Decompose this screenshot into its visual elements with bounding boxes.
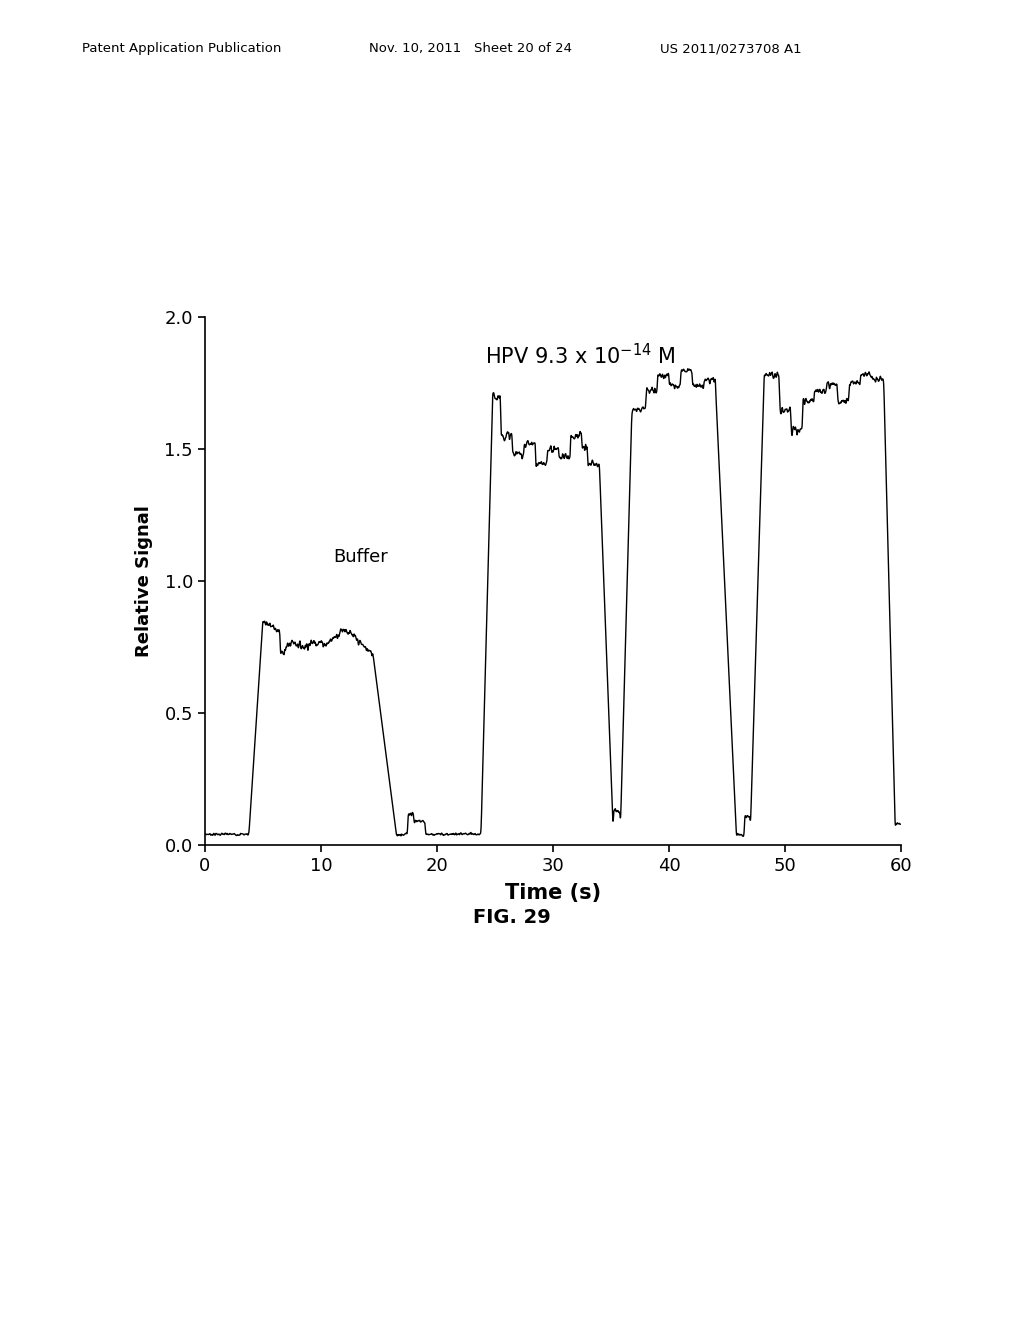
Text: Buffer: Buffer [334, 548, 388, 566]
Text: Nov. 10, 2011   Sheet 20 of 24: Nov. 10, 2011 Sheet 20 of 24 [369, 42, 571, 55]
Text: US 2011/0273708 A1: US 2011/0273708 A1 [660, 42, 802, 55]
Text: HPV 9.3 x 10$^{-14}$ M: HPV 9.3 x 10$^{-14}$ M [485, 343, 676, 368]
X-axis label: Time (s): Time (s) [505, 883, 601, 903]
Text: FIG. 29: FIG. 29 [473, 908, 551, 927]
Text: Patent Application Publication: Patent Application Publication [82, 42, 282, 55]
Y-axis label: Relative Signal: Relative Signal [135, 504, 154, 657]
